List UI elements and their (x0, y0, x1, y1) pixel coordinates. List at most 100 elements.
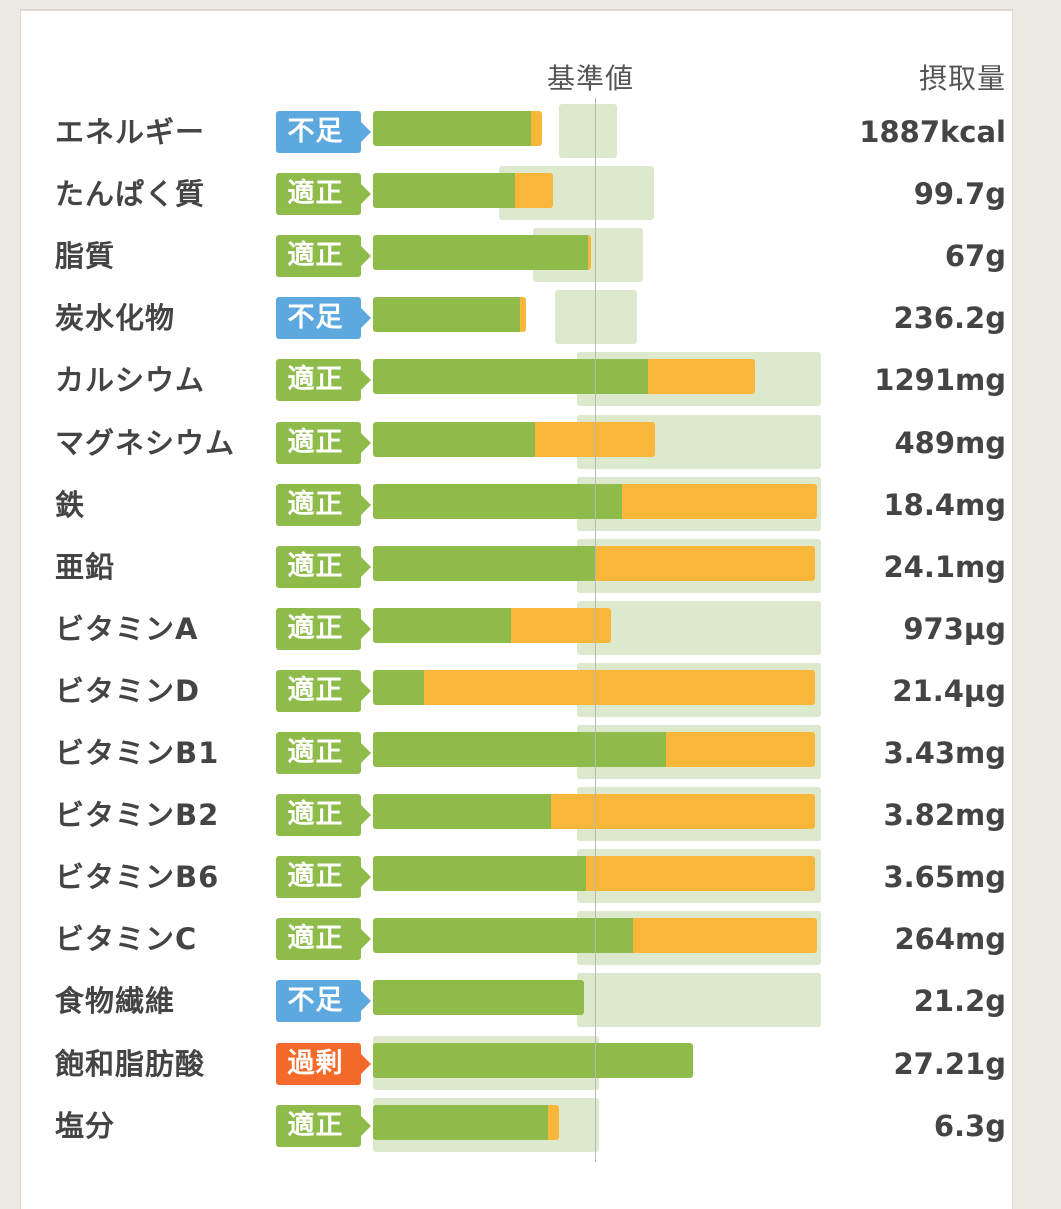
nutrient-row: マグネシウム 適正 489mg (0, 414, 1061, 483)
bar-main-segment (373, 607, 511, 643)
status-badge: 適正 (276, 545, 371, 588)
nutrient-row: カルシウム 適正 1291mg (0, 352, 1061, 420)
nutrient-row: ビタミンB1 適正 3.43mg (0, 725, 1061, 793)
nutrient-row: ビタミンA 適正 973µg (0, 600, 1061, 669)
intake-value: 1291mg (874, 363, 1006, 398)
nutrient-row: 食物繊維 不足 21.2g (0, 973, 1061, 1041)
nutrient-row: たんぱく質 適正 99.7g (0, 166, 1061, 234)
nutrient-name: ビタミンB2 (55, 798, 220, 833)
intake-value: 27.21g (893, 1046, 1007, 1081)
bar-main-segment (373, 794, 551, 830)
intake-value: 1887kcal (859, 115, 1006, 149)
nutrient-row: ビタミンB6 適正 3.65mg (0, 849, 1061, 917)
bar-main-segment (373, 1104, 549, 1140)
status-badge: 過剰 (276, 1042, 371, 1085)
status-badge: 適正 (276, 235, 371, 278)
nutrient-name: 飽和脂肪酸 (55, 1046, 206, 1081)
nutrient-row: ビタミンB2 適正 3.82mg (0, 787, 1061, 855)
bar-extra-segment (519, 297, 527, 333)
bar-main-segment (373, 359, 649, 395)
status-badge: 適正 (276, 421, 371, 464)
bar-extra-segment (548, 1104, 560, 1140)
nutrient-name: ビタミンB6 (55, 860, 220, 895)
reference-range-band (559, 104, 617, 158)
background-left-strip (0, 0, 20, 1200)
nutrient-row: 飽和脂肪酸 過剰 27.21g (0, 1035, 1061, 1104)
bar-main-segment (373, 1042, 693, 1078)
bar-main-segment (373, 980, 584, 1016)
intake-value: 489mg (894, 425, 1006, 460)
intake-value: 6.3g (933, 1108, 1006, 1143)
bar-main-segment (373, 297, 520, 333)
nutrient-name: 亜鉛 (55, 549, 116, 584)
bar-extra-segment (550, 794, 815, 830)
nutrient-name: ビタミンA (55, 611, 199, 646)
intake-value: 18.4mg (883, 487, 1006, 522)
nutrient-name: 食物繊維 (55, 984, 176, 1019)
intake-value: 67g (944, 239, 1006, 274)
intake-value: 3.65mg (883, 860, 1006, 895)
nutrient-row: 炭水化物 不足 236.2g (0, 290, 1061, 358)
nutrient-name: 塩分 (55, 1108, 116, 1143)
nutrient-name: カルシウム (55, 363, 206, 398)
bar-main-segment (373, 856, 587, 892)
bar-extra-segment (621, 483, 817, 519)
reference-header: 基準値 (547, 62, 635, 95)
status-badge: 適正 (276, 1104, 371, 1147)
status-badge: 適正 (276, 483, 371, 526)
nutrient-name: マグネシウム (55, 425, 236, 460)
status-badge: 適正 (276, 732, 371, 774)
bar-extra-segment (530, 111, 542, 146)
status-badge: 適正 (276, 669, 371, 712)
nutrient-row: ビタミンC 適正 264mg (0, 911, 1061, 979)
status-badge: 適正 (276, 856, 371, 899)
reference-line (595, 98, 596, 1162)
nutrient-name: エネルギー (55, 115, 206, 149)
bar-extra-segment (424, 669, 815, 705)
intake-value: 3.82mg (883, 798, 1006, 833)
reference-range-band (577, 600, 821, 655)
bar-extra-segment (586, 856, 815, 892)
bar-extra-segment (515, 173, 553, 209)
status-badge: 不足 (276, 980, 371, 1023)
bar-extra-segment (648, 359, 755, 395)
bar-main-segment (373, 111, 531, 146)
nutrient-row: エネルギー 不足 1887kcal (0, 104, 1061, 172)
bar-extra-segment (535, 421, 655, 457)
reference-range-band (577, 973, 821, 1028)
bar-extra-segment (595, 545, 815, 581)
intake-value: 99.7g (913, 177, 1006, 212)
intake-value: 264mg (894, 922, 1006, 957)
intake-value: 24.1mg (883, 549, 1006, 584)
bar-main-segment (373, 235, 589, 271)
nutrient-row: ビタミンD 適正 21.4µg (0, 662, 1061, 731)
status-badge: 不足 (276, 111, 371, 153)
nutrient-name: 鉄 (55, 487, 86, 522)
bar-extra-segment (632, 918, 817, 954)
bar-extra-segment (510, 607, 611, 643)
bar-extra-segment (588, 235, 591, 271)
nutrient-name: ビタミンC (55, 922, 198, 957)
nutrient-name: ビタミンD (55, 673, 201, 708)
status-badge: 適正 (276, 173, 371, 216)
status-badge: 適正 (276, 359, 371, 402)
intake-value: 21.2g (913, 984, 1006, 1019)
bar-main-segment (373, 732, 667, 767)
intake-value: 3.43mg (883, 736, 1006, 770)
nutrient-name: ビタミンB1 (55, 736, 220, 770)
status-badge: 適正 (276, 607, 371, 650)
nutrient-name: 炭水化物 (55, 301, 176, 336)
bar-main-segment (373, 421, 536, 457)
bar-main-segment (373, 669, 425, 705)
intake-value: 973µg (903, 611, 1006, 646)
bar-main-segment (373, 483, 622, 519)
status-badge: 適正 (276, 918, 371, 961)
nutrient-name: たんぱく質 (55, 177, 206, 212)
status-badge: 適正 (276, 794, 371, 837)
bar-extra-segment (666, 732, 815, 767)
intake-value: 21.4µg (892, 673, 1006, 708)
intake-header: 摂取量 (918, 62, 1006, 95)
bar-main-segment (373, 918, 633, 954)
nutrient-row: 鉄 適正 18.4mg (0, 476, 1061, 545)
nutrient-name: 脂質 (55, 239, 116, 274)
